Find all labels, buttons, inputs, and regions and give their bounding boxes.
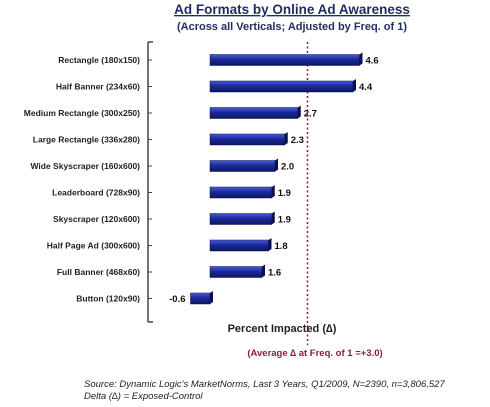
bar — [209, 54, 360, 66]
category-label: Button (120x90) — [76, 294, 140, 304]
chart-subtitle: (Across all Verticals; Adjusted by Freq.… — [177, 21, 407, 33]
bar — [209, 160, 276, 172]
category-label: Medium Rectangle (300x250) — [24, 108, 140, 118]
bar-value-label: 4.6 — [366, 56, 379, 67]
category-label: Half Page Ad (300x600) — [47, 241, 140, 251]
bar-depth-edge — [271, 211, 275, 225]
bar-value-label: 1.9 — [278, 215, 291, 226]
chart-title: Ad Formats by Online Ad Awareness — [174, 2, 410, 17]
bar — [209, 266, 263, 278]
bar-value-label: -0.6 — [169, 294, 185, 305]
bar-value-label: 2.0 — [281, 162, 294, 173]
bar-value-label: 4.4 — [359, 82, 373, 93]
bar — [209, 186, 272, 199]
bar-depth-edge — [271, 185, 275, 198]
bar — [209, 133, 285, 146]
bar — [209, 107, 298, 119]
bar — [190, 292, 211, 305]
bar-depth-edge — [297, 105, 301, 119]
bar-value-label: 1.8 — [275, 241, 288, 252]
category-label: Wide Skyscraper (160x600) — [30, 161, 140, 171]
bar-depth-edge — [359, 52, 363, 66]
bar-value-label: 1.6 — [268, 268, 281, 279]
plot-area: Rectangle (180x150) 4.6 Half Banner (234x6… — [24, 41, 379, 345]
bar-depth-edge — [210, 291, 213, 304]
bar — [209, 213, 272, 225]
bar-depth-edge — [262, 264, 265, 278]
bar-depth-edge — [275, 158, 278, 172]
bar-depth-edge — [353, 79, 356, 92]
bar-value-label: 2.3 — [291, 135, 304, 146]
category-label: Skyscraper (120x600) — [53, 214, 140, 224]
bar-depth-edge — [268, 238, 272, 251]
average-reference-label: (Average ∆ at Freq. of 1 =+3.0) — [247, 348, 382, 359]
category-label: Rectangle (180x150) — [58, 55, 140, 65]
category-label: Large Rectangle (336x280) — [33, 135, 140, 145]
category-label: Half Banner (234x60) — [56, 82, 140, 92]
category-label: Leaderboard (728x90) — [52, 188, 140, 198]
bar-value-label: 2.7 — [304, 109, 317, 120]
bar — [209, 239, 269, 252]
bar — [209, 80, 354, 93]
x-axis-label: Percent Impacted (∆) — [228, 323, 337, 335]
bar-value-label: 1.9 — [278, 188, 291, 199]
delta-definition-note: Delta (∆) = Exposed-Control — [84, 391, 203, 402]
category-label: Full Banner (468x60) — [57, 267, 140, 277]
source-note: Source: Dynamic Logic's MarketNorms, Las… — [84, 379, 445, 390]
bar-depth-edge — [284, 132, 288, 145]
